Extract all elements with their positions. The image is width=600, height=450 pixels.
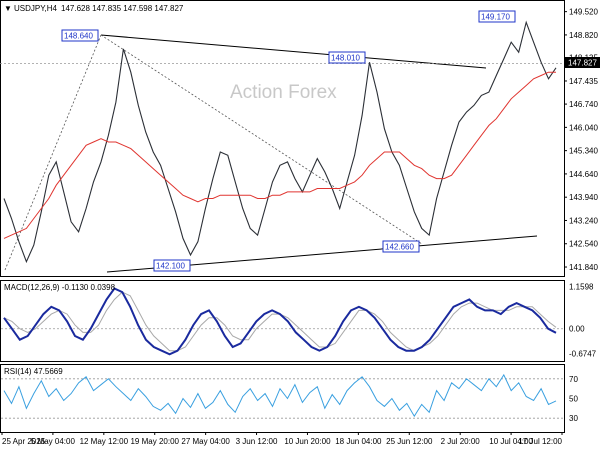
price-tick-label: 142.540 [569,240,598,249]
price-tick-label: 148.820 [569,31,598,40]
x-tick-label: 17 Jul 12:00 [518,437,562,446]
svg-text:148.640: 148.640 [64,32,93,41]
x-tick-label: 2 Jul 20:00 [441,437,481,446]
price-panel-frame [0,0,565,277]
upper-trendline [100,34,487,69]
price-tick-label: 143.240 [569,216,598,225]
moving-average-line [3,71,556,239]
price-y-axis: 149.520148.820148.135147.435146.740146.0… [564,8,598,272]
rsi-tick-label: 50 [569,395,578,404]
watermark: Action Forex [230,82,337,103]
macd-tick-label: 1.1598 [569,282,594,291]
macd-y-axis: 1.1598 0.00 -0.6747 [1,282,597,358]
symbol-label: USDJPY,H4 [14,4,58,13]
annotation-142660: 142.660 [382,240,420,253]
svg-text:148.010: 148.010 [331,54,360,63]
x-tick-label: 18 Jun 04:00 [335,437,382,446]
annotation-142100: 142.100 [153,259,191,272]
ohlc-readout: 147.628 147.835 147.598 147.827 [61,4,184,13]
price-tick-label: 147.435 [569,77,598,86]
macd-tick-label: 0.00 [569,325,585,334]
rsi-tick-label: 70 [569,375,578,384]
annotation-148640: 148.640 [61,29,99,42]
svg-text:147.827: 147.827 [568,59,597,68]
dotted-trendline-a [4,34,102,271]
macd-line [3,287,557,356]
svg-text:149.170: 149.170 [481,13,510,22]
rsi-title: RSI(14) 47.5669 [4,367,63,376]
rsi-panel-frame [0,364,565,433]
price-tick-label: 149.520 [569,8,598,17]
price-tick-label: 145.340 [569,147,598,156]
collapse-arrow-icon[interactable]: ▼ [4,4,12,13]
macd-title: MACD(12,26,9) -0.1130 0.0398 [4,283,116,292]
x-tick-label: 27 May 04:00 [181,437,230,446]
macd-signal-line [3,291,557,352]
price-tick-label: 143.940 [569,193,598,202]
x-tick-label: 25 Apr 2025 [2,437,46,446]
rsi-y-axis: 70 50 30 [1,375,578,423]
macd-tick-label: -0.6747 [569,349,597,358]
x-tick-label: 3 Jun 12:00 [236,437,278,446]
current-price-tag: 147.827 [565,57,600,68]
price-tick-label: 146.740 [569,100,598,109]
rsi-line [3,373,557,418]
svg-text:142.100: 142.100 [156,262,185,271]
rsi-tick-label: 30 [569,414,578,423]
x-tick-label: 12 May 12:00 [80,437,129,446]
rsi-series-layer [3,373,557,418]
price-line [3,20,557,264]
macd-series-layer [3,287,557,356]
annotation-149170: 149.170 [478,10,516,23]
x-tick-label: 25 Jun 12:00 [386,437,433,446]
price-series-layer [3,20,557,264]
macd-panel-frame [0,280,565,362]
svg-text:142.660: 142.660 [385,243,414,252]
x-tick-label: 19 May 20:00 [130,437,179,446]
price-tick-label: 141.840 [569,263,598,272]
dotted-trendline-b [100,34,423,245]
price-tick-label: 144.640 [569,170,598,179]
x-tick-label: 5 May 04:00 [31,437,76,446]
trendlines [0,34,564,273]
annotation-148010: 148.010 [328,51,366,64]
price-tick-label: 146.040 [569,123,598,132]
x-tick-label: 10 Jul 04:00 [489,437,533,446]
x-tick-label: 10 Jun 20:00 [284,437,331,446]
